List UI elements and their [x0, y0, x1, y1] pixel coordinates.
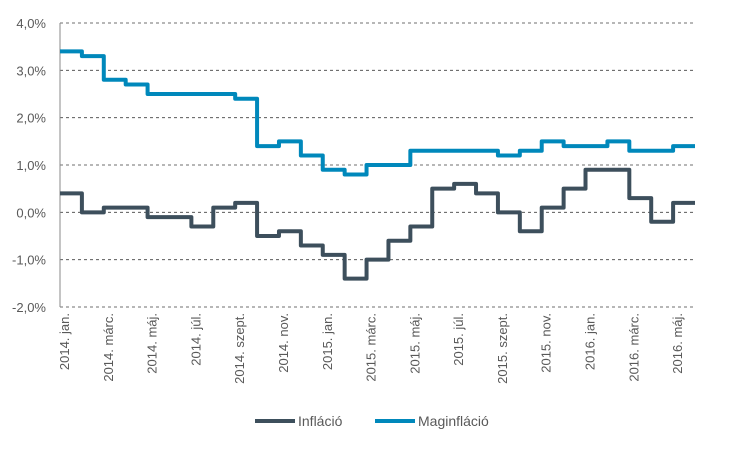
x-tick-label: 2015. márc.	[364, 313, 379, 382]
y-tick-label: 0,0%	[16, 205, 46, 220]
x-tick-label: 2016. márc.	[626, 313, 641, 382]
y-tick-label: 3,0%	[16, 63, 46, 78]
series-line-maginflacio	[60, 49, 695, 177]
x-tick-label: 2016. jan.	[583, 313, 598, 370]
y-tick-label: -2,0%	[12, 300, 46, 315]
x-tick-label: 2015. nov.	[539, 313, 554, 373]
legend-label: Maginfláció	[418, 413, 489, 429]
x-tick-label: 2014. márc.	[101, 313, 116, 382]
x-tick-label: 2015. máj.	[407, 313, 422, 374]
y-tick-label: 4,0%	[16, 16, 46, 31]
y-tick-label: -1,0%	[12, 253, 46, 268]
x-tick-label: 2015. júl.	[451, 313, 466, 366]
x-tick-label: 2014. nov.	[276, 313, 291, 373]
series-line-inflacio	[60, 167, 695, 281]
x-tick-label: 2014. júl.	[188, 313, 203, 366]
x-tick-label: 2015. szept.	[495, 313, 510, 384]
x-tick-label: 2014. szept.	[232, 313, 247, 384]
y-tick-label: 1,0%	[16, 158, 46, 173]
x-tick-label: 2016. máj.	[670, 313, 685, 374]
x-tick-label: 2014. jan.	[57, 313, 72, 370]
legend-label: Infláció	[298, 413, 343, 429]
y-tick-label: 2,0%	[16, 111, 46, 126]
x-tick-label: 2014. máj.	[145, 313, 160, 374]
x-tick-label: 2015. jan.	[320, 313, 335, 370]
